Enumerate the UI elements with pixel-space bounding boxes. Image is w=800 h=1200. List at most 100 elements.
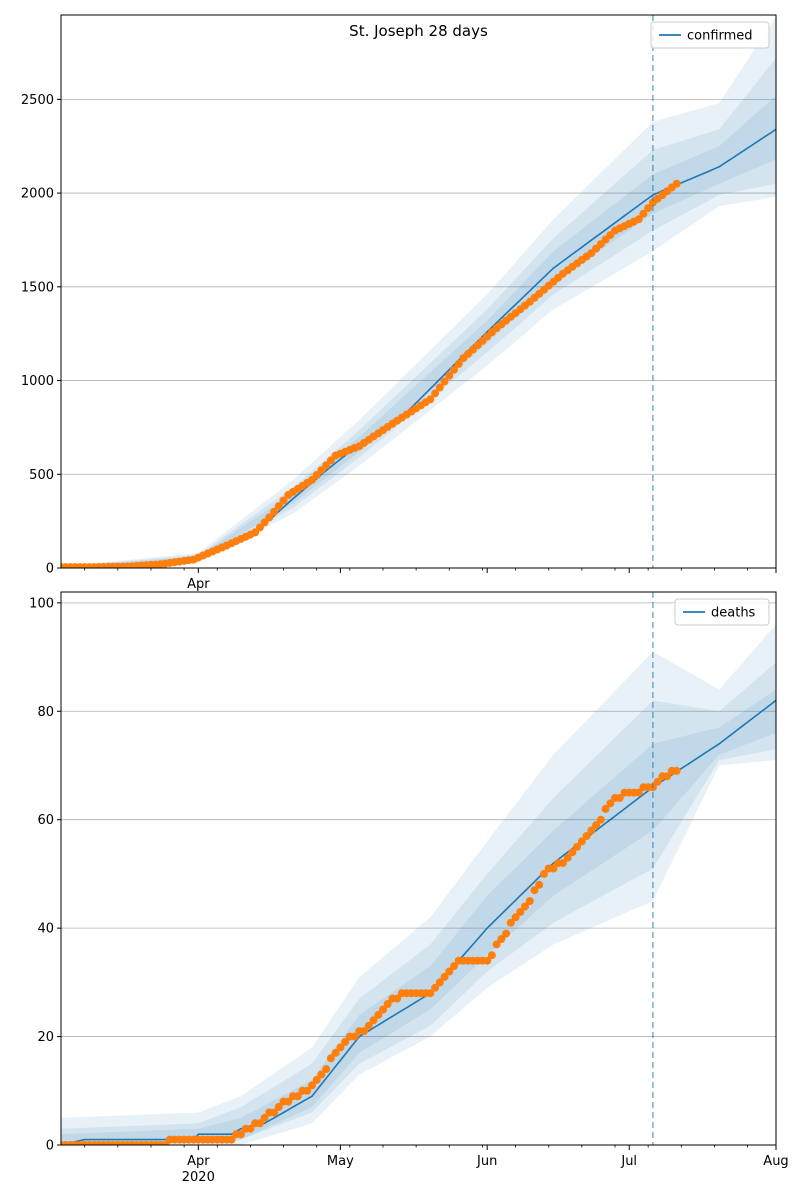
observed-point	[274, 502, 283, 511]
figure-title: St. Joseph 28 days	[349, 22, 488, 40]
observed-point	[350, 1032, 359, 1041]
observed-point	[540, 869, 548, 878]
observed-point	[274, 1103, 283, 1111]
observed-point	[431, 983, 440, 992]
uncertainty-band-3	[61, 689, 776, 1145]
y-tick-label: 80	[37, 705, 54, 720]
legend-label: confirmed	[687, 29, 753, 44]
observed-point	[336, 1043, 345, 1052]
observed-point	[502, 929, 511, 938]
observed-point	[260, 518, 269, 527]
observed-point	[525, 897, 534, 905]
observed-point	[308, 1081, 316, 1090]
observed-point	[644, 204, 653, 213]
observed-point	[255, 523, 264, 532]
observed-point	[227, 1135, 236, 1144]
plot-area	[61, 592, 776, 1145]
observed-point	[450, 962, 458, 971]
uncertainty-band-2	[61, 662, 776, 1145]
observed-point	[672, 766, 681, 775]
observed-point	[326, 1054, 335, 1063]
observed-point	[284, 1097, 293, 1106]
observed-point	[440, 972, 449, 981]
observed-point	[426, 989, 435, 998]
observed-point	[426, 395, 435, 404]
observed-point	[577, 837, 586, 846]
y-tick-label: 20	[37, 1030, 54, 1045]
observed-point	[279, 496, 288, 505]
observed-point	[270, 507, 279, 516]
y-tick-label: 100	[29, 596, 54, 611]
axes-frame	[60, 591, 777, 1146]
observed-point	[511, 913, 520, 922]
observed-point	[435, 978, 444, 987]
legend: confirmed	[650, 21, 770, 49]
observed-point	[615, 794, 624, 802]
y-tick-label: 1000	[21, 374, 54, 389]
y-tick-label: 60	[37, 813, 54, 828]
observed-point	[558, 859, 567, 868]
y-tick-label: 2000	[21, 187, 54, 202]
observed-point	[379, 1005, 387, 1014]
observed-point	[364, 1021, 373, 1030]
observed-point	[255, 1119, 264, 1128]
observed-point	[454, 359, 463, 368]
observed-point	[672, 179, 681, 188]
observed-point	[516, 907, 525, 916]
y-tick-label: 0	[46, 562, 54, 577]
uncertainty-band-1	[61, 624, 776, 1145]
y-tick-label: 40	[37, 922, 54, 937]
observed-point	[450, 365, 458, 374]
observed-point	[653, 777, 662, 786]
y-tick-label: 1500	[21, 280, 54, 295]
observed-point	[563, 853, 572, 862]
observed-point	[592, 821, 601, 830]
legend-label: deaths	[711, 606, 756, 621]
x-tick-label: May	[327, 1154, 354, 1169]
observed-point	[383, 1000, 392, 1008]
observed-point	[293, 1092, 302, 1101]
legend-box	[650, 21, 770, 49]
observed-point	[369, 1016, 378, 1025]
observed-point	[393, 994, 402, 1003]
observed-point	[606, 799, 615, 808]
observed-point	[341, 1038, 350, 1046]
observed-point	[260, 1113, 269, 1122]
observed-point	[487, 951, 496, 960]
observed-point	[663, 772, 672, 781]
observed-point	[492, 940, 501, 949]
observed-point	[440, 377, 449, 386]
observed-point	[573, 842, 582, 851]
axes-frame	[60, 14, 777, 569]
y-tick-label: 0	[46, 1139, 54, 1154]
observed-point	[639, 209, 648, 218]
observed-point	[530, 886, 539, 895]
legend-box	[674, 598, 770, 626]
legend: deaths	[674, 598, 770, 626]
observed-point	[445, 371, 454, 380]
observed-point	[483, 956, 492, 965]
observed-point	[568, 848, 577, 857]
observed-point	[303, 1086, 312, 1095]
observed-point	[251, 528, 260, 537]
observed-point	[587, 826, 596, 835]
observed-point	[360, 1027, 368, 1036]
observed-point	[549, 864, 558, 873]
confirmed-panel: 0 500 1000 1500 2000 2500 Apr confirmed	[21, 14, 777, 592]
observed-point	[246, 1124, 255, 1133]
observed-point	[270, 1108, 279, 1117]
x-tick-label: Apr	[187, 577, 210, 592]
observed-point	[445, 967, 454, 976]
observed-point	[317, 1070, 326, 1079]
observed-point	[521, 902, 529, 911]
observed-point	[236, 1130, 245, 1139]
x-tick-label: Jun	[476, 1154, 497, 1169]
observed-point	[506, 918, 515, 927]
observed-point	[374, 1010, 383, 1019]
x-tick-label: Apr	[187, 1154, 210, 1169]
observed-point	[601, 804, 610, 813]
x-tick-sublabel: 2020	[182, 1170, 215, 1185]
observed-point	[497, 935, 506, 943]
observed-point	[582, 832, 591, 840]
